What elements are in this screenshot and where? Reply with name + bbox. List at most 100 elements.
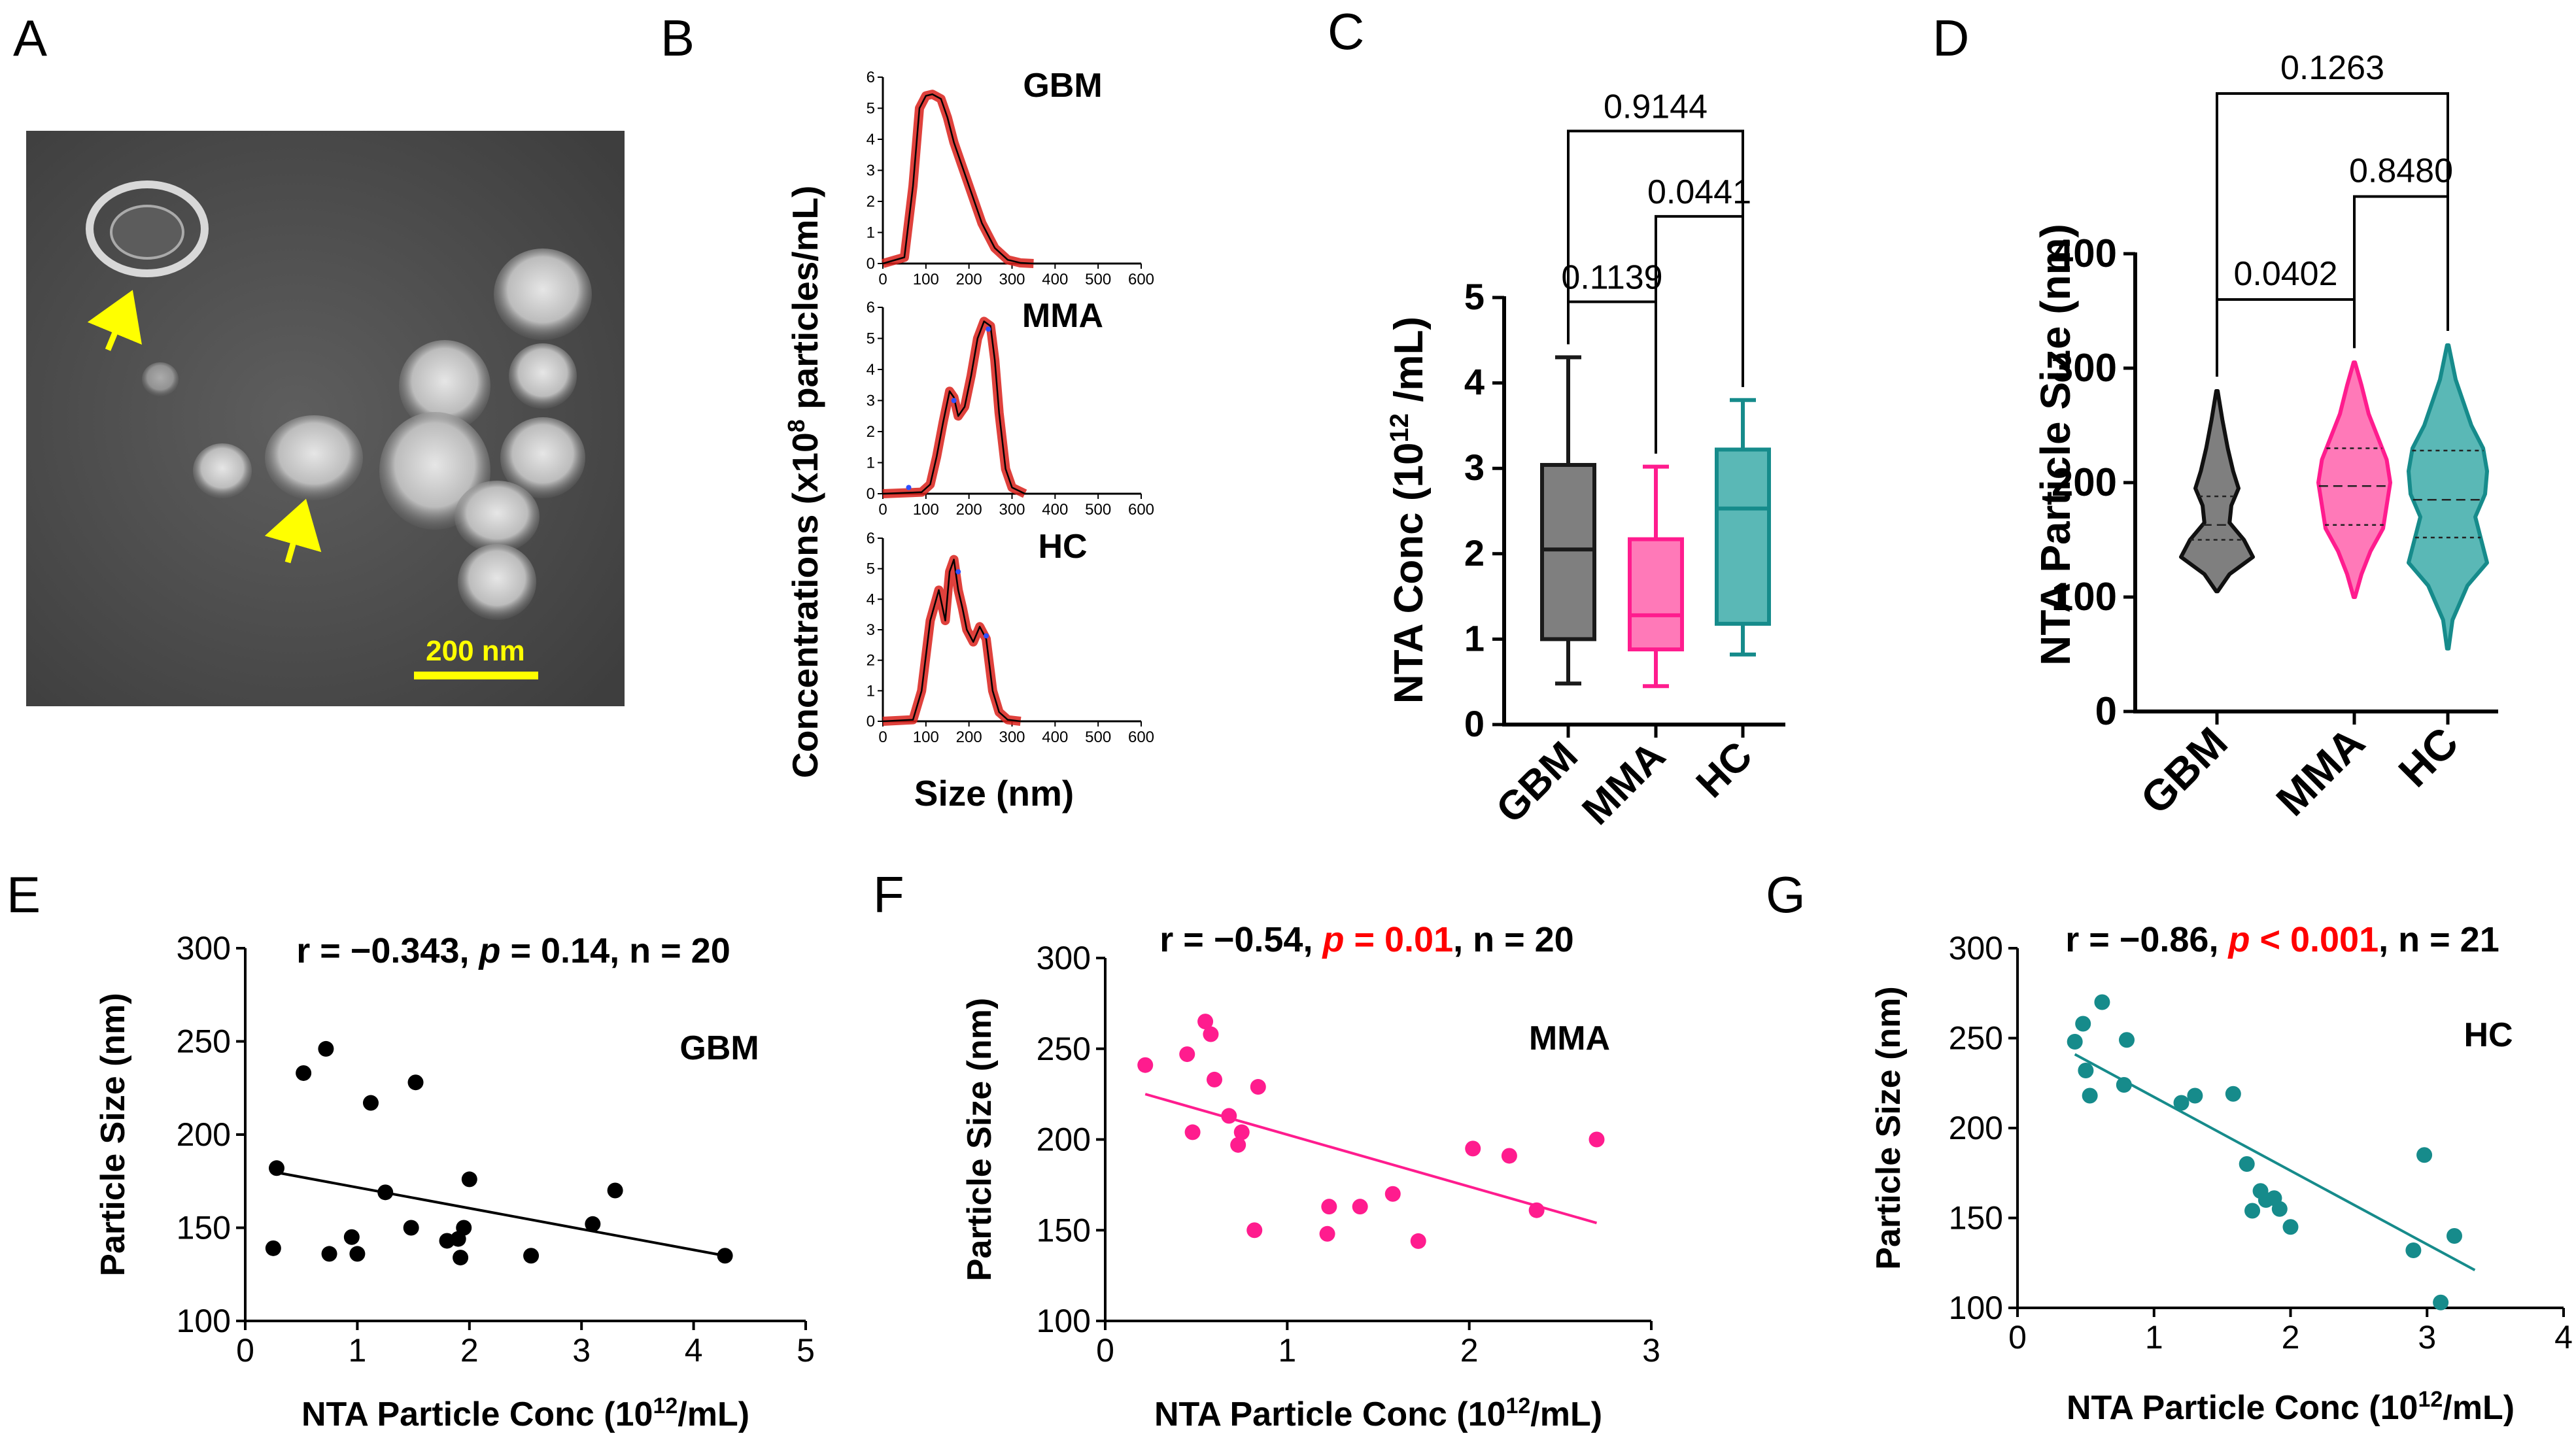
nta-curve: [882, 320, 1025, 495]
nta-y-tick-label: 0: [867, 713, 875, 730]
panel-label-c: C: [1328, 3, 1364, 60]
scatter-point: [1250, 1079, 1266, 1095]
vesicle: [494, 248, 592, 340]
d-comparison-bracket: [2216, 92, 2449, 377]
scatter-y-tick-label: 200: [177, 1116, 231, 1153]
scatter-point: [1207, 1071, 1222, 1087]
scatter-point: [2187, 1087, 2203, 1104]
nta-x-tick-label: 0: [878, 501, 887, 519]
scatter-point: [1319, 1225, 1335, 1242]
scatter-x-tick-label: 5: [797, 1332, 815, 1369]
nta-x-tick-label: 0: [878, 271, 887, 288]
vesicle-cup-inner: [110, 205, 184, 260]
scatter-point: [1233, 1124, 1250, 1140]
c-y-tick-label: 4: [1464, 362, 1485, 403]
c-y-tick-label: 2: [1464, 532, 1485, 573]
nta-y-tick-label: 3: [867, 162, 875, 180]
nta-curve: [882, 558, 1021, 723]
scatter-point: [296, 1065, 312, 1081]
scatter-y-axis-label: Particle Size (nm): [94, 993, 132, 1276]
scatter-x-tick-label: 4: [685, 1332, 703, 1369]
c-x-tick-label: HC: [1688, 733, 1761, 806]
scatter-stats: r = −0.54, p = 0.01, n = 20: [1159, 920, 1573, 959]
nta-subplot-title: MMA: [1022, 297, 1103, 335]
nta-y-tick-label: 6: [867, 530, 875, 547]
scatter-point: [2271, 1201, 2288, 1217]
nta-y-tick-label: 4: [867, 361, 875, 379]
scatter-y-axis-label: Particle Size (nm): [961, 998, 999, 1281]
scatter-point: [1246, 1222, 1263, 1239]
vesicle: [455, 481, 540, 553]
nta-y-tick-label: 5: [867, 560, 875, 578]
scatter-fit-line: [1144, 1093, 1598, 1225]
d-comparison-bracket: [2353, 195, 2449, 349]
d-comparison-bracket: [2216, 298, 2356, 377]
scatter-y-tick-label: 250: [1037, 1031, 1091, 1067]
scatter-point: [2082, 1087, 2098, 1104]
scatter-point: [1465, 1140, 1481, 1157]
scatter-point: [1352, 1199, 1368, 1215]
d-x-tick-label: HC: [2389, 718, 2467, 796]
nta-y-tick-label: 2: [867, 193, 875, 211]
scatter-point: [2119, 1032, 2135, 1048]
scatter-point: [1589, 1131, 1605, 1148]
scatter-x-tick-label: 0: [2008, 1319, 2027, 1356]
c-y-axis-label: NTA Conc (1012 /mL): [1385, 317, 1432, 704]
scatter-point: [585, 1216, 601, 1232]
nta-y-tick-label: 1: [867, 454, 875, 472]
nta-x-tick-label: 300: [999, 271, 1025, 288]
scatter-point: [2075, 1016, 2091, 1032]
scatter-point: [2433, 1294, 2449, 1310]
nta-x-tick-label: 600: [1128, 728, 1154, 746]
d-violin: [2179, 389, 2255, 594]
vesicle: [500, 417, 585, 498]
scatter-x-axis-label: NTA Particle Conc (1012/mL): [301, 1394, 749, 1433]
scatter-x-tick-label: 0: [1096, 1332, 1114, 1369]
scatter-y-tick-label: 200: [1949, 1110, 2003, 1146]
d-x-tick-label: GBM: [2131, 718, 2237, 823]
scatter-y-axis-label: Particle Size (nm): [1870, 986, 1908, 1269]
nta-peak-marker: [986, 326, 991, 332]
scatter-y-tick-label: 100: [177, 1303, 231, 1339]
scatter-x-tick-label: 2: [2282, 1319, 2300, 1356]
d-x-tick-label: MMA: [2267, 718, 2374, 825]
panel-label-e: E: [7, 866, 41, 923]
scatter-point: [268, 1160, 284, 1176]
vesicle: [142, 362, 179, 396]
scatter-y-tick-label: 300: [1949, 930, 2003, 967]
nta-curve: [882, 93, 1034, 265]
nta-y-tick-label: 0: [867, 485, 875, 503]
scatter-y-tick-label: 300: [177, 930, 231, 967]
nta-x-tick-label: 400: [1042, 501, 1068, 519]
scatter-x-tick-label: 1: [2145, 1319, 2163, 1356]
scatter-point: [2447, 1228, 2462, 1244]
scatter-point: [2067, 1034, 2083, 1050]
scatter-point: [2116, 1077, 2132, 1093]
nta-y-axis-label-sup: 8: [783, 419, 810, 432]
scatter-y-tick-label: 150: [177, 1210, 231, 1246]
nta-y-axis-label: Concentrations (x108 particles/mL): [783, 186, 826, 778]
nta-peak-marker: [955, 569, 961, 575]
c-x-tick-label: GBM: [1488, 733, 1587, 832]
nta-x-tick-label: 500: [1085, 728, 1111, 746]
scatter-y-tick-label: 100: [1949, 1290, 2003, 1326]
nta-y-tick-label: 4: [867, 591, 875, 608]
scatter-stats: r = −0.343, p = 0.14, n = 20: [296, 931, 730, 970]
scatter-point: [523, 1248, 540, 1264]
gbm-scatter-chart: 100 150 200 250 300 0 1 2 3 4 5 Particle Size (nm) N…: [94, 930, 815, 1433]
scatter-y-tick-label: 100: [1037, 1303, 1091, 1339]
d-y-tick-label: 100: [2052, 575, 2117, 619]
scatter-x-tick-label: 3: [2418, 1319, 2436, 1356]
scatter-point: [1221, 1108, 1237, 1124]
scatter-y-tick-label: 300: [1037, 940, 1091, 976]
nta-curve-band: [882, 317, 1027, 498]
scatter-point: [321, 1246, 337, 1262]
arrow-icon: [87, 290, 142, 351]
scatter-x-tick-label: 3: [572, 1332, 591, 1369]
micrograph: 200 nm: [26, 131, 625, 706]
nta-subplot-title: HC: [1038, 528, 1087, 566]
scatter-x-tick-label: 0: [236, 1332, 254, 1369]
